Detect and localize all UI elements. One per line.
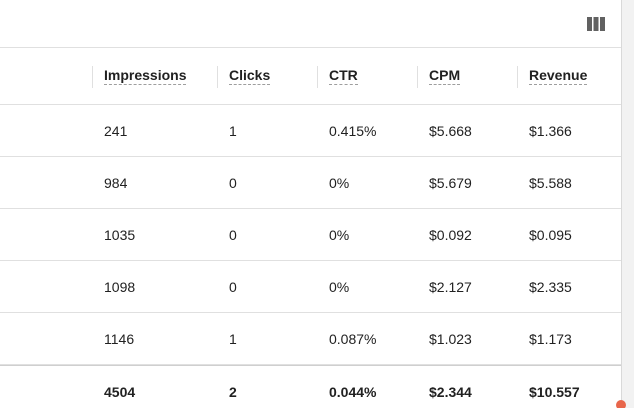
cpm-cell: $5.679	[429, 174, 472, 191]
column-header-label[interactable]: CTR	[329, 67, 358, 85]
revenue-cell: $0.095	[529, 226, 572, 243]
impressions-cell: 1146	[104, 330, 135, 347]
column-header-clicks[interactable]: Clicks	[229, 48, 271, 104]
corner-indicator	[616, 400, 626, 408]
view-column-icon	[587, 17, 605, 31]
column-header-label[interactable]: Revenue	[529, 67, 588, 85]
cpm-cell: $5.668	[429, 122, 472, 139]
column-header-label[interactable]: Clicks	[229, 67, 271, 85]
clicks-cell: 1	[229, 330, 237, 347]
column-separator[interactable]	[92, 66, 93, 88]
total-impressions: 4504	[104, 383, 136, 400]
column-header-revenue[interactable]: Revenue	[529, 48, 588, 104]
totals-row: 4504 2 0.044% $2.344 $10.557	[0, 365, 621, 408]
total-clicks: 2	[229, 383, 237, 400]
column-separator[interactable]	[417, 66, 418, 88]
column-header-label[interactable]: Impressions	[104, 67, 187, 85]
table-toolbar	[0, 0, 621, 48]
column-separator[interactable]	[517, 66, 518, 88]
clicks-cell: 0	[229, 278, 237, 295]
column-header-ctr[interactable]: CTR	[329, 48, 358, 104]
table-header-row: Impressions Clicks CTR CPM Revenue	[0, 48, 621, 105]
table-row[interactable]: 1035 0 0% $0.092 $0.095	[0, 209, 621, 261]
column-separator[interactable]	[217, 66, 218, 88]
vertical-scrollbar[interactable]	[621, 0, 634, 408]
table-row[interactable]: 1098 0 0% $2.127 $2.335	[0, 261, 621, 313]
total-ctr: 0.044%	[329, 383, 377, 400]
impressions-cell: 984	[104, 174, 128, 191]
ctr-cell: 0%	[329, 278, 350, 295]
ctr-cell: 0.087%	[329, 330, 377, 347]
clicks-cell: 0	[229, 226, 237, 243]
column-header-cpm[interactable]: CPM	[429, 48, 461, 104]
ctr-cell: 0%	[329, 226, 350, 243]
column-header-impressions[interactable]: Impressions	[104, 48, 187, 104]
column-separator[interactable]	[317, 66, 318, 88]
cpm-cell: $2.127	[429, 278, 472, 295]
table-row[interactable]: 984 0 0% $5.679 $5.588	[0, 157, 621, 209]
total-cpm: $2.344	[429, 383, 472, 400]
table-card: Impressions Clicks CTR CPM Revenue 241 1…	[0, 0, 621, 408]
cpm-cell: $0.092	[429, 226, 472, 243]
columns-button[interactable]	[584, 12, 608, 36]
revenue-cell: $1.366	[529, 122, 572, 139]
impressions-cell: 241	[104, 122, 128, 139]
ctr-cell: 0%	[329, 174, 350, 191]
impressions-cell: 1098	[104, 278, 136, 295]
table-row[interactable]: 241 1 0.415% $5.668 $1.366	[0, 105, 621, 157]
clicks-cell: 0	[229, 174, 237, 191]
impressions-cell: 1035	[104, 226, 136, 243]
revenue-cell: $1.173	[529, 330, 572, 347]
revenue-cell: $2.335	[529, 278, 572, 295]
column-header-label[interactable]: CPM	[429, 67, 461, 85]
clicks-cell: 1	[229, 122, 237, 139]
cpm-cell: $1.023	[429, 330, 472, 347]
ctr-cell: 0.415%	[329, 122, 377, 139]
table-row[interactable]: 1146 1 0.087% $1.023 $1.173	[0, 313, 621, 365]
revenue-cell: $5.588	[529, 174, 572, 191]
total-revenue: $10.557	[529, 383, 580, 400]
